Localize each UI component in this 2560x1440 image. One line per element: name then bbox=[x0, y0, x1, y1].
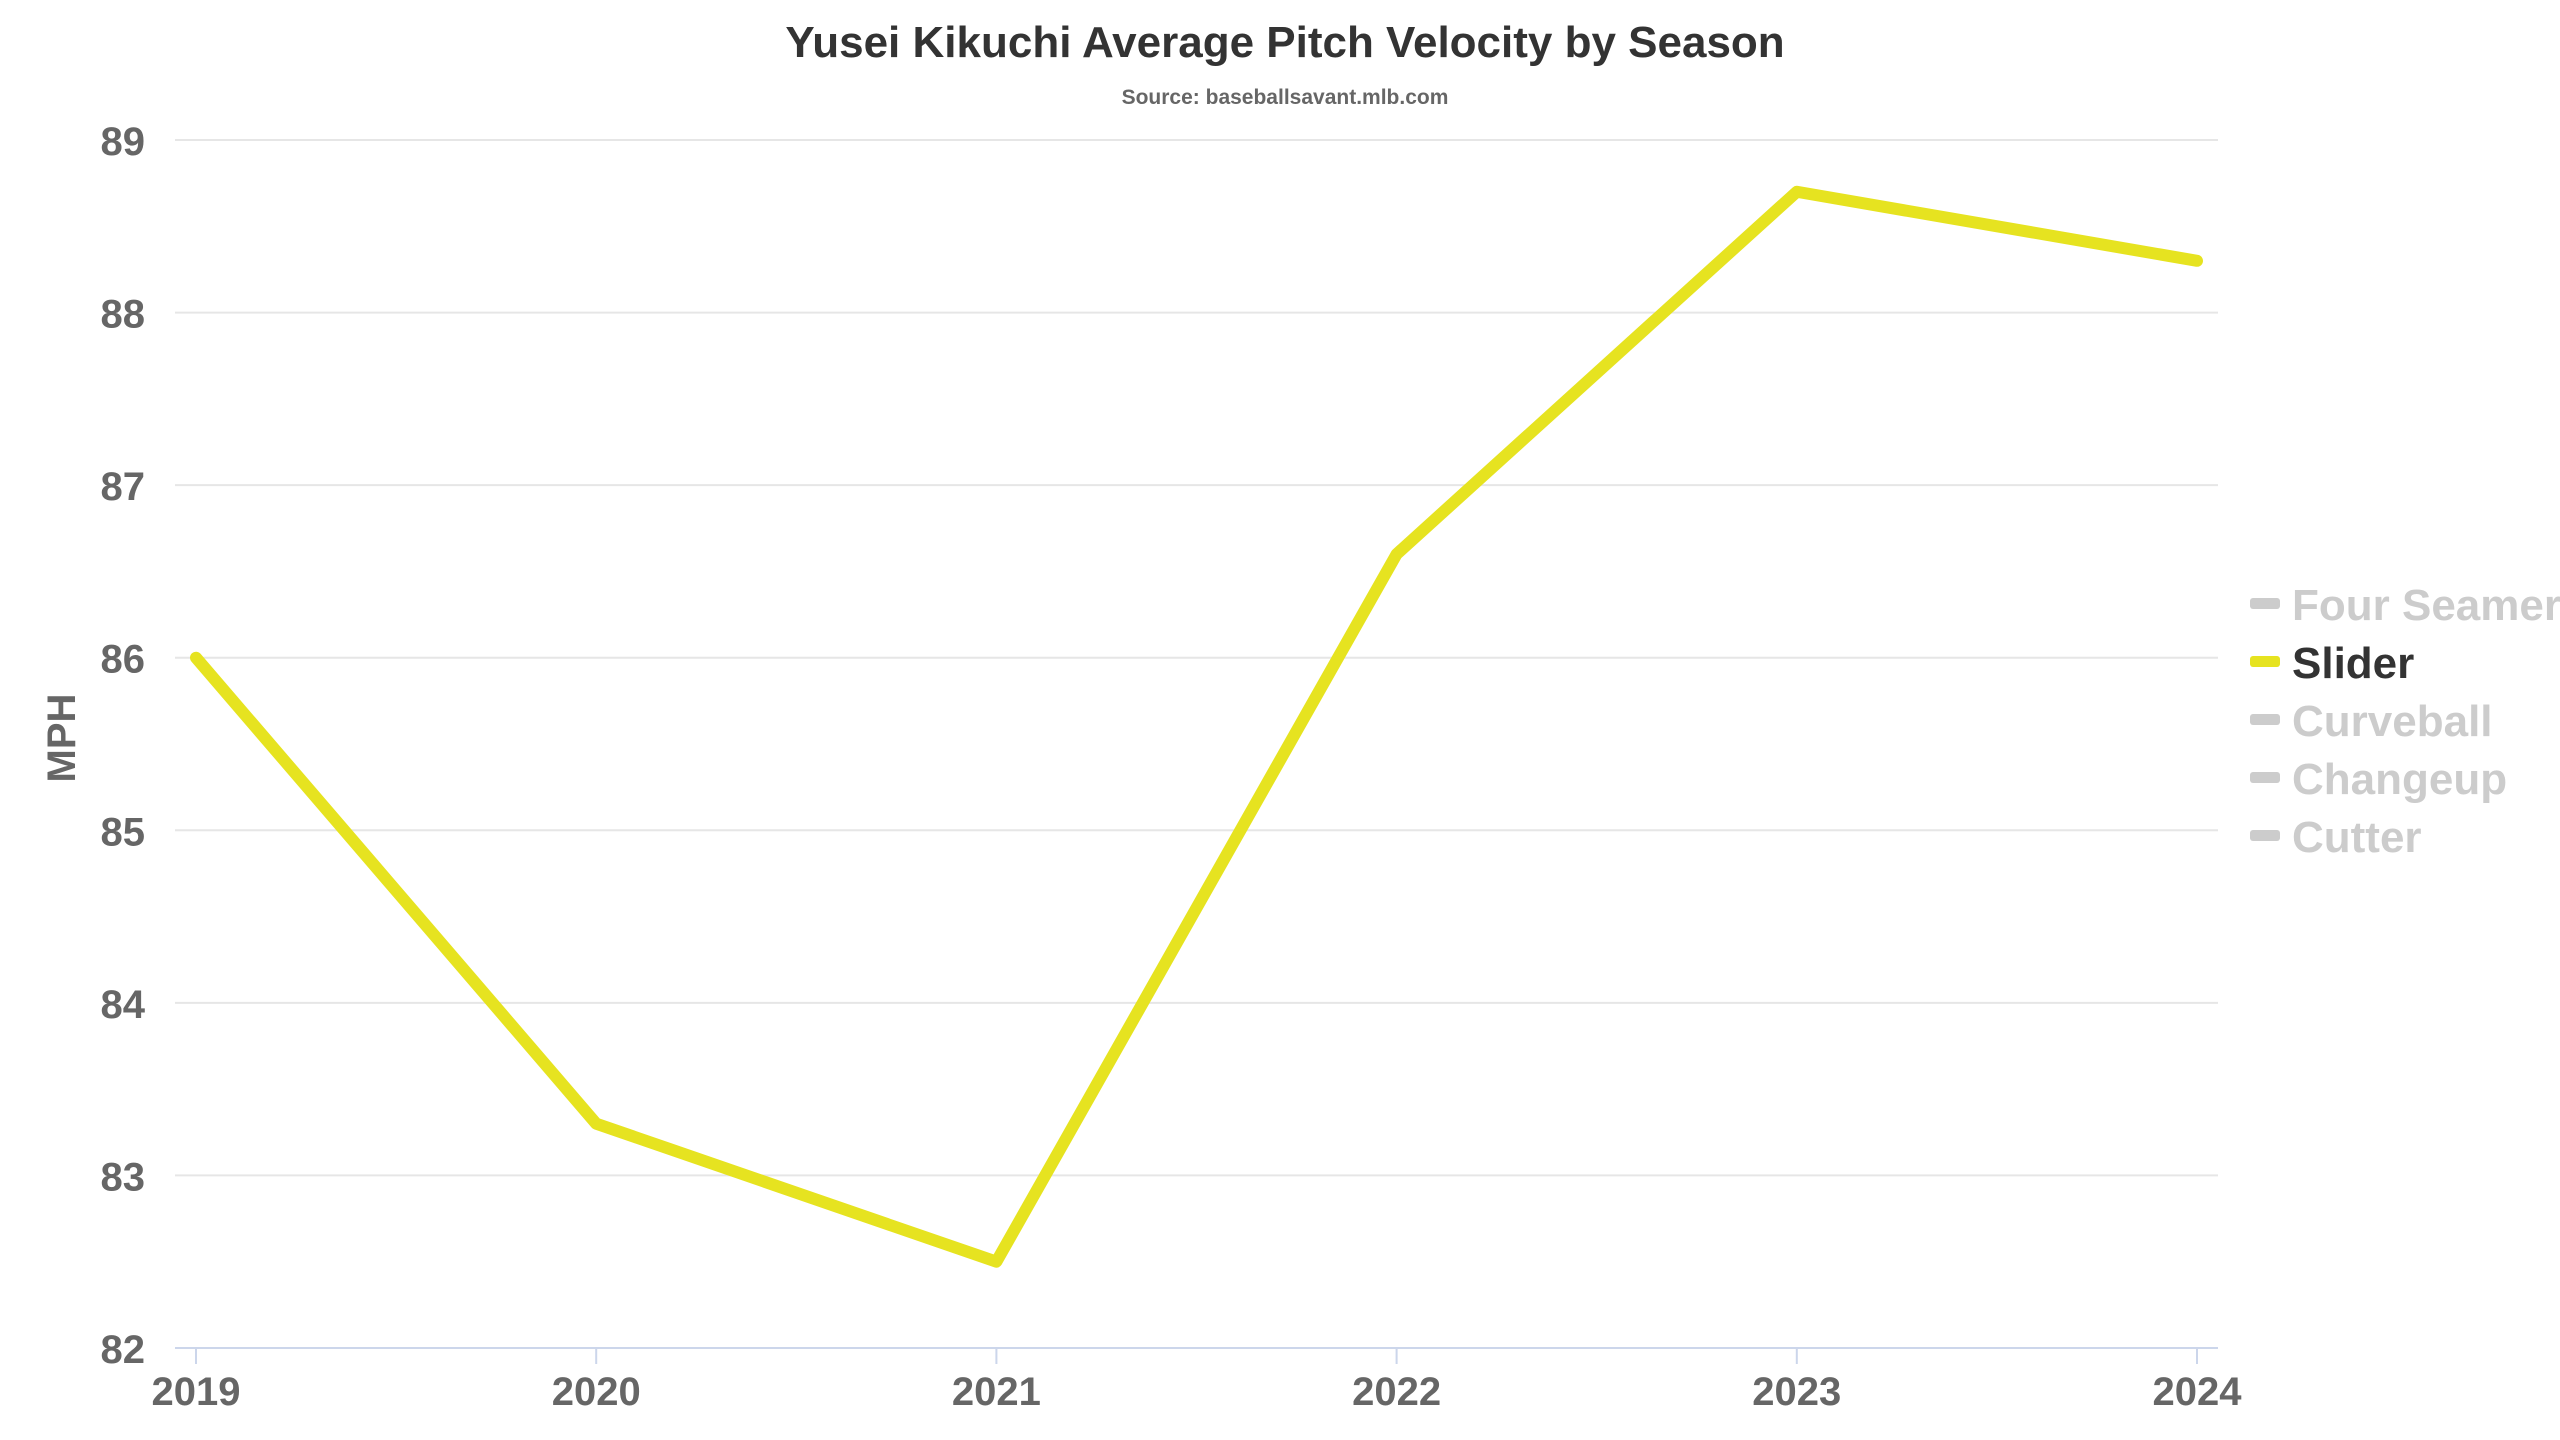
chart-title: Yusei Kikuchi Average Pitch Velocity by … bbox=[785, 18, 1784, 67]
y-tick-label: 87 bbox=[101, 465, 146, 509]
legend-label: Slider bbox=[2292, 639, 2414, 688]
legend-swatch bbox=[2250, 772, 2280, 783]
x-axis: 2019 2020 2021 2022 2023 2024 bbox=[152, 1347, 2243, 1414]
x-tick-label: 2020 bbox=[552, 1370, 641, 1414]
legend-item-slider[interactable]: Slider bbox=[2250, 639, 2414, 688]
y-tick-label: 86 bbox=[101, 638, 146, 682]
legend: Four Seamer Slider Curveball Changeup Cutter bbox=[2250, 581, 2560, 862]
data-point bbox=[2196, 259, 2198, 262]
y-axis-title: MPH bbox=[40, 694, 84, 783]
x-tick-label: 2023 bbox=[1752, 1370, 1841, 1414]
x-tick-label: 2022 bbox=[1352, 1370, 1441, 1414]
y-tick-label: 85 bbox=[101, 810, 146, 854]
y-axis-ticks: 82 83 84 85 86 87 88 89 bbox=[101, 120, 146, 1372]
data-point bbox=[195, 656, 197, 659]
y-tick-label: 84 bbox=[101, 983, 146, 1027]
y-tick-label: 89 bbox=[101, 120, 146, 164]
legend-swatch bbox=[2250, 598, 2280, 609]
legend-swatch bbox=[2250, 830, 2280, 841]
y-tick-label: 88 bbox=[101, 293, 146, 337]
legend-item-changeup[interactable]: Changeup bbox=[2250, 755, 2507, 804]
legend-item-curveball[interactable]: Curveball bbox=[2250, 697, 2493, 746]
x-tick-label: 2021 bbox=[952, 1370, 1041, 1414]
legend-label: Cutter bbox=[2292, 813, 2422, 862]
data-point bbox=[1395, 553, 1398, 556]
legend-label: Changeup bbox=[2292, 755, 2507, 804]
series-lines bbox=[190, 185, 2203, 1268]
x-tick-label: 2024 bbox=[2153, 1370, 2243, 1414]
data-point bbox=[595, 1122, 598, 1125]
data-point bbox=[1795, 190, 1798, 193]
legend-item-four-seamer[interactable]: Four Seamer bbox=[2250, 581, 2560, 630]
y-tick-label: 82 bbox=[101, 1328, 146, 1372]
legend-label: Four Seamer bbox=[2292, 581, 2560, 630]
legend-label: Curveball bbox=[2292, 697, 2493, 746]
legend-swatch bbox=[2250, 714, 2280, 725]
legend-swatch bbox=[2250, 656, 2280, 667]
legend-item-cutter[interactable]: Cutter bbox=[2250, 813, 2422, 862]
y-tick-label: 83 bbox=[101, 1155, 146, 1199]
grid-lines bbox=[175, 139, 2218, 1177]
series-line-slider bbox=[190, 185, 2203, 1268]
data-point bbox=[995, 1260, 998, 1263]
x-tick-label: 2019 bbox=[152, 1370, 241, 1414]
chart-subtitle: Source: baseballsavant.mlb.com bbox=[1122, 86, 1449, 109]
